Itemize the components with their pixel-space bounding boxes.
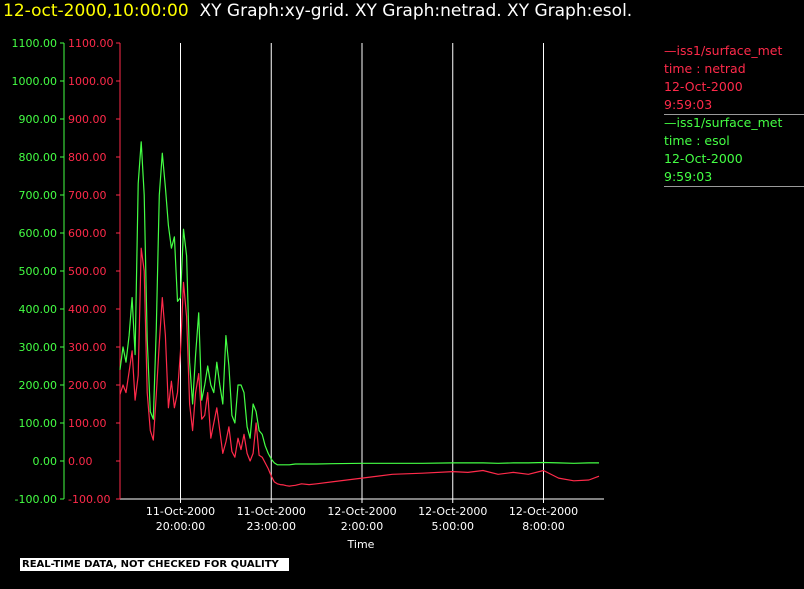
y-tick-label-netrad: 600.00 <box>68 227 107 240</box>
legend-line: —iss1/surface_met <box>664 115 783 130</box>
x-tick-label-date: 11-Oct-2000 <box>146 505 215 518</box>
series-lines <box>119 141 600 487</box>
y-tick-label-netrad: 700.00 <box>68 189 107 202</box>
legend-entry-netrad: —iss1/surface_met time : netrad 12-Oct-2… <box>664 42 804 115</box>
y-tick-label-netrad: 200.00 <box>68 379 107 392</box>
y-tick-label-esol: 600.00 <box>19 227 58 240</box>
x-tick-label-date: 11-Oct-2000 <box>237 505 306 518</box>
y-tick-label-esol: -100.00 <box>15 493 57 506</box>
y-axis-green: 1100.00 1000.00 900.00 800.00 700.00 600.00 50… <box>12 37 64 506</box>
x-tick-label-time: 23:00:00 <box>247 520 296 533</box>
y-tick-label-netrad: 400.00 <box>68 303 107 316</box>
title-graphs: XY Graph:xy-grid. XY Graph:netrad. XY Gr… <box>199 1 633 21</box>
y-tick-label-esol: 0.00 <box>33 455 58 468</box>
x-axis-label: Time <box>347 538 375 551</box>
y-tick-label-esol: 500.00 <box>19 265 58 278</box>
legend-line: time : esol <box>664 133 730 148</box>
series-line-esol <box>119 141 599 466</box>
x-tick-label-date: 12-Oct-2000 <box>509 505 578 518</box>
legend-line: 9:59:03 <box>664 169 713 184</box>
quality-disclaimer: REAL-TIME DATA, NOT CHECKED FOR QUALITY <box>20 558 289 571</box>
series-line-netrad <box>119 247 600 487</box>
y-tick-label-esol: 100.00 <box>19 417 58 430</box>
x-tick-label-time: 5:00:00 <box>432 520 474 533</box>
y-tick-label-esol: 800.00 <box>19 151 58 164</box>
y-tick-label-esol: 400.00 <box>19 303 58 316</box>
y-tick-label-netrad: 0.00 <box>68 455 93 468</box>
y-tick-label-esol: 200.00 <box>19 379 58 392</box>
y-tick-label-netrad: 100.00 <box>68 417 107 430</box>
y-tick-label-netrad: -100.00 <box>68 493 110 506</box>
y-tick-label-netrad: 800.00 <box>68 151 107 164</box>
y-tick-label-netrad: 500.00 <box>68 265 107 278</box>
x-axis: 11-Oct-2000 20:00:00 11-Oct-2000 23:00:00 12… <box>146 499 578 533</box>
axes <box>63 43 604 500</box>
y-tick-label-esol: 700.00 <box>19 189 58 202</box>
legend-line: 12-Oct-2000 <box>664 79 743 94</box>
y-tick-label-esol: 1100.00 <box>12 37 58 50</box>
grid-lines <box>180 43 544 499</box>
y-tick-label-esol: 300.00 <box>19 341 58 354</box>
x-tick-label-time: 2:00:00 <box>341 520 383 533</box>
legend-line: 9:59:03 <box>664 97 713 112</box>
y-tick-label-netrad: 300.00 <box>68 341 107 354</box>
legend-line: 12-Oct-2000 <box>664 151 743 166</box>
page-title: 12-oct-2000,10:00:00 XY Graph:xy-grid. X… <box>3 0 632 22</box>
y-tick-label-netrad: 1100.00 <box>68 37 114 50</box>
y-tick-label-netrad: 900.00 <box>68 113 107 126</box>
legend-divider <box>664 114 804 115</box>
title-timestamp: 12-oct-2000,10:00:00 <box>3 1 189 21</box>
legend-divider <box>664 186 804 187</box>
y-axis-red: 1100.00 1000.00 900.00 800.00 700.00 600.00 50… <box>68 37 120 506</box>
x-tick-label-time: 20:00:00 <box>156 520 205 533</box>
x-tick-label-date: 12-Oct-2000 <box>327 505 396 518</box>
legend-line: —iss1/surface_met <box>664 43 783 58</box>
y-tick-label-netrad: 1000.00 <box>68 75 114 88</box>
y-tick-label-esol: 900.00 <box>19 113 58 126</box>
y-tick-label-esol: 1000.00 <box>12 75 58 88</box>
x-tick-label-date: 12-Oct-2000 <box>418 505 487 518</box>
x-tick-label-time: 8:00:00 <box>522 520 564 533</box>
legend-entry-esol: —iss1/surface_met time : esol 12-Oct-200… <box>664 114 804 187</box>
legend-line: time : netrad <box>664 61 746 76</box>
